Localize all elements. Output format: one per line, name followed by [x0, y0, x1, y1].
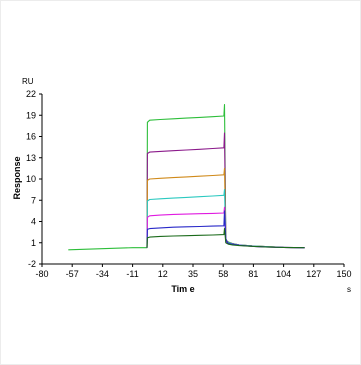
x-tick-label: 104 [276, 269, 291, 279]
x-tick-label: 150 [336, 269, 351, 279]
x-tick-label: -34 [96, 269, 109, 279]
y-tick-label: 10 [26, 174, 36, 184]
x-tick-label: -11 [126, 269, 138, 279]
x-tick-label: 81 [248, 269, 258, 279]
y-tick-label: 7 [31, 195, 36, 205]
x-tick-label: 127 [306, 269, 321, 279]
y-tick-label: 22 [26, 89, 36, 99]
x-tick-label: 58 [218, 269, 228, 279]
x-axis-label: Tim e [171, 284, 194, 294]
y-tick-label: -2 [28, 259, 36, 269]
x-tick-label: -80 [35, 269, 48, 279]
y-axis-label: Response [12, 156, 22, 199]
x-tick-label: 35 [188, 269, 198, 279]
x-tick-label: 12 [158, 269, 168, 279]
series-line [146, 228, 305, 249]
y-unit-label: RU [22, 77, 34, 86]
x-tick-label: -57 [66, 269, 79, 279]
y-tick-label: 4 [31, 217, 36, 227]
y-tick-label: 1 [31, 238, 36, 248]
x-unit-label: s [347, 285, 351, 294]
y-tick-label: 16 [26, 132, 36, 142]
y-tick-label: 19 [26, 110, 36, 120]
y-tick-label: 13 [26, 153, 36, 163]
